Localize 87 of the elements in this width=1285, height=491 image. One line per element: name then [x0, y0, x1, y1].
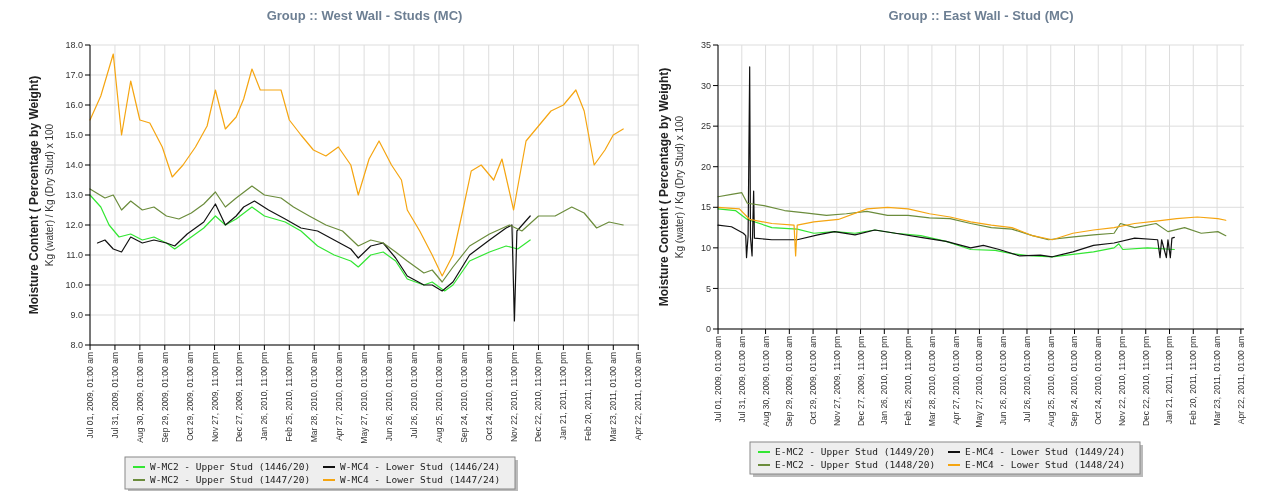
y-tick-label: 15.0: [65, 130, 83, 141]
x-tick-label: Sep 24, 2010, 01:00 am: [458, 352, 469, 443]
x-tick-label: Sep 24, 2010, 01:00 am: [1069, 336, 1080, 427]
x-tick-label: Mar 23, 2011, 01:00 am: [608, 352, 619, 442]
x-tick-label: Oct 24, 2010, 01:00 am: [1093, 336, 1104, 425]
x-tick-label: Jul 26, 2010, 01:00 am: [408, 352, 419, 439]
line-series: [89, 185, 624, 283]
y-tick-label: 20: [700, 161, 711, 172]
x-tick-label: Jan 21, 2011, 11:00 pm: [558, 352, 569, 441]
x-tick-label: Mar 28, 2010, 01:00 am: [309, 352, 320, 443]
x-tick-label: Apr 22, 2011, 01:00 am: [1235, 336, 1246, 425]
x-tick-label: Sep 29, 2009, 01:00 am: [784, 336, 795, 427]
x-tick-label: Jan 21, 2011, 11:00 pm: [1164, 336, 1175, 425]
y-tick-label: 16.0: [65, 100, 83, 111]
x-tick-label: May 27, 2010, 01:00 am: [359, 352, 370, 444]
x-tick-label: May 27, 2010, 01:00 am: [974, 336, 985, 428]
legend-label: E-MC2 - Upper Stud (1449/20): [775, 446, 936, 458]
line-series: [717, 206, 1227, 257]
legend-label: E-MC4 - Lower Stud (1448/24): [965, 459, 1126, 471]
x-tick-label: Aug 30, 2009, 01:00 am: [134, 352, 145, 443]
y-tick-label: 0: [705, 324, 711, 335]
y-tick-label: 17.0: [65, 70, 83, 81]
y-tick-label: 8.0: [70, 340, 83, 351]
y-tick-label: 12.0: [65, 220, 83, 231]
x-tick-label: Jan 26, 2010, 11:00 pm: [879, 336, 890, 425]
y-tick-label: 10.0: [65, 280, 83, 291]
legend-label: W-MC4 - Lower Stud (1447/24): [340, 474, 501, 486]
line-series: [717, 208, 1175, 258]
line-series: [96, 200, 531, 322]
x-tick-label: Jun 26, 2010, 01:00 am: [384, 352, 395, 442]
y-tick-label: 14.0: [65, 160, 83, 171]
x-tick-label: Nov 27, 2009, 11:00 pm: [209, 352, 220, 443]
x-tick-label: Apr 27, 2010, 01:00 am: [950, 336, 961, 425]
text: Kg (water) / Kg (Dry Stud) x 100: [44, 123, 55, 267]
chart-title: Group :: West Wall - Studs (MC): [266, 8, 463, 23]
x-tick-label: Feb 20, 2011, 11:00 pm: [1188, 336, 1199, 425]
x-tick-label: Dec 22, 2010, 11:00 pm: [533, 352, 544, 443]
x-tick-label: Aug 30, 2009, 01:00 am: [760, 336, 771, 427]
y-tick-label: 15: [700, 202, 711, 213]
legend-label: E-MC2 - Upper Stud (1448/20): [775, 459, 936, 471]
x-tick-label: Feb 25, 2010, 11:00 pm: [284, 352, 295, 442]
chart-title: Group :: East Wall - Stud (MC): [888, 8, 1074, 23]
x-tick-label: Jul 31, 2009, 01:00 am: [109, 352, 120, 439]
line-series: [89, 194, 531, 292]
legend-label: W-MC4 - Lower Stud (1446/24): [340, 461, 501, 473]
y-tick-label: 35: [700, 40, 711, 51]
line-series: [89, 53, 624, 277]
x-tick-label: Dec 22, 2010, 11:00 pm: [1140, 336, 1151, 427]
x-tick-label: Dec 27, 2009, 11:00 pm: [855, 336, 866, 427]
y-tick-label: 25: [700, 121, 711, 132]
x-tick-label: Oct 29, 2009, 01:00 am: [184, 352, 195, 441]
x-tick-label: Jul 26, 2010, 01:00 am: [1021, 336, 1032, 423]
legend-label: E-MC4 - Lower Stud (1449/24): [965, 446, 1126, 458]
y-tick-label: 10: [700, 243, 711, 254]
x-tick-label: Jul 31, 2009, 01:00 am: [736, 336, 747, 423]
x-tick-label: Apr 22, 2011, 01:00 am: [633, 352, 644, 441]
x-tick-label: Jul 01, 2009, 01:00 am: [85, 352, 96, 439]
y-tick-label: 9.0: [70, 310, 83, 321]
x-tick-label: Jun 26, 2010, 01:00 am: [998, 336, 1009, 426]
x-tick-label: Mar 23, 2011, 01:00 am: [1212, 336, 1223, 426]
x-tick-label: Jul 01, 2009, 01:00 am: [713, 336, 724, 423]
x-tick-label: Nov 22, 2010, 11:00 pm: [508, 352, 519, 443]
x-tick-label: Aug 25, 2010, 01:00 am: [1045, 336, 1056, 427]
x-tick-label: Nov 27, 2009, 11:00 pm: [831, 336, 842, 427]
line-series: [717, 66, 1175, 259]
x-tick-label: Jan 26, 2010, 11:00 pm: [259, 352, 270, 441]
y-tick-label: 5: [705, 283, 711, 294]
text: Kg (water) / Kg (Dry Stud) x 100: [674, 115, 685, 259]
x-tick-label: Feb 25, 2010, 11:00 pm: [903, 336, 914, 426]
legend-label: W-MC2 - Upper Stud (1446/20): [150, 461, 311, 473]
x-tick-label: Nov 22, 2010, 11:00 pm: [1116, 336, 1127, 427]
y-tick-label: 30: [700, 80, 711, 91]
x-tick-label: Mar 28, 2010, 01:00 am: [926, 336, 937, 427]
y-axis-title: Moisture Content ( Percentage by Weight): [27, 75, 41, 315]
y-axis-title: Moisture Content ( Percentage by Weight): [657, 67, 671, 307]
x-tick-label: Aug 25, 2010, 01:00 am: [433, 352, 444, 443]
y-tick-label: 13.0: [65, 190, 83, 201]
x-tick-label: Oct 24, 2010, 01:00 am: [483, 352, 494, 441]
x-tick-label: Dec 27, 2009, 11:00 pm: [234, 352, 245, 443]
y-tick-label: 11.0: [66, 250, 83, 261]
x-tick-label: Apr 27, 2010, 01:00 am: [334, 352, 345, 441]
x-tick-label: Oct 29, 2009, 01:00 am: [808, 336, 819, 425]
x-tick-label: Feb 20, 2011, 11:00 pm: [583, 352, 594, 441]
line-series: [717, 192, 1227, 241]
legend-label: W-MC2 - Upper Stud (1447/20): [150, 474, 311, 486]
x-tick-label: Sep 29, 2009, 01:00 am: [159, 352, 170, 443]
y-tick-label: 18.0: [65, 40, 83, 51]
